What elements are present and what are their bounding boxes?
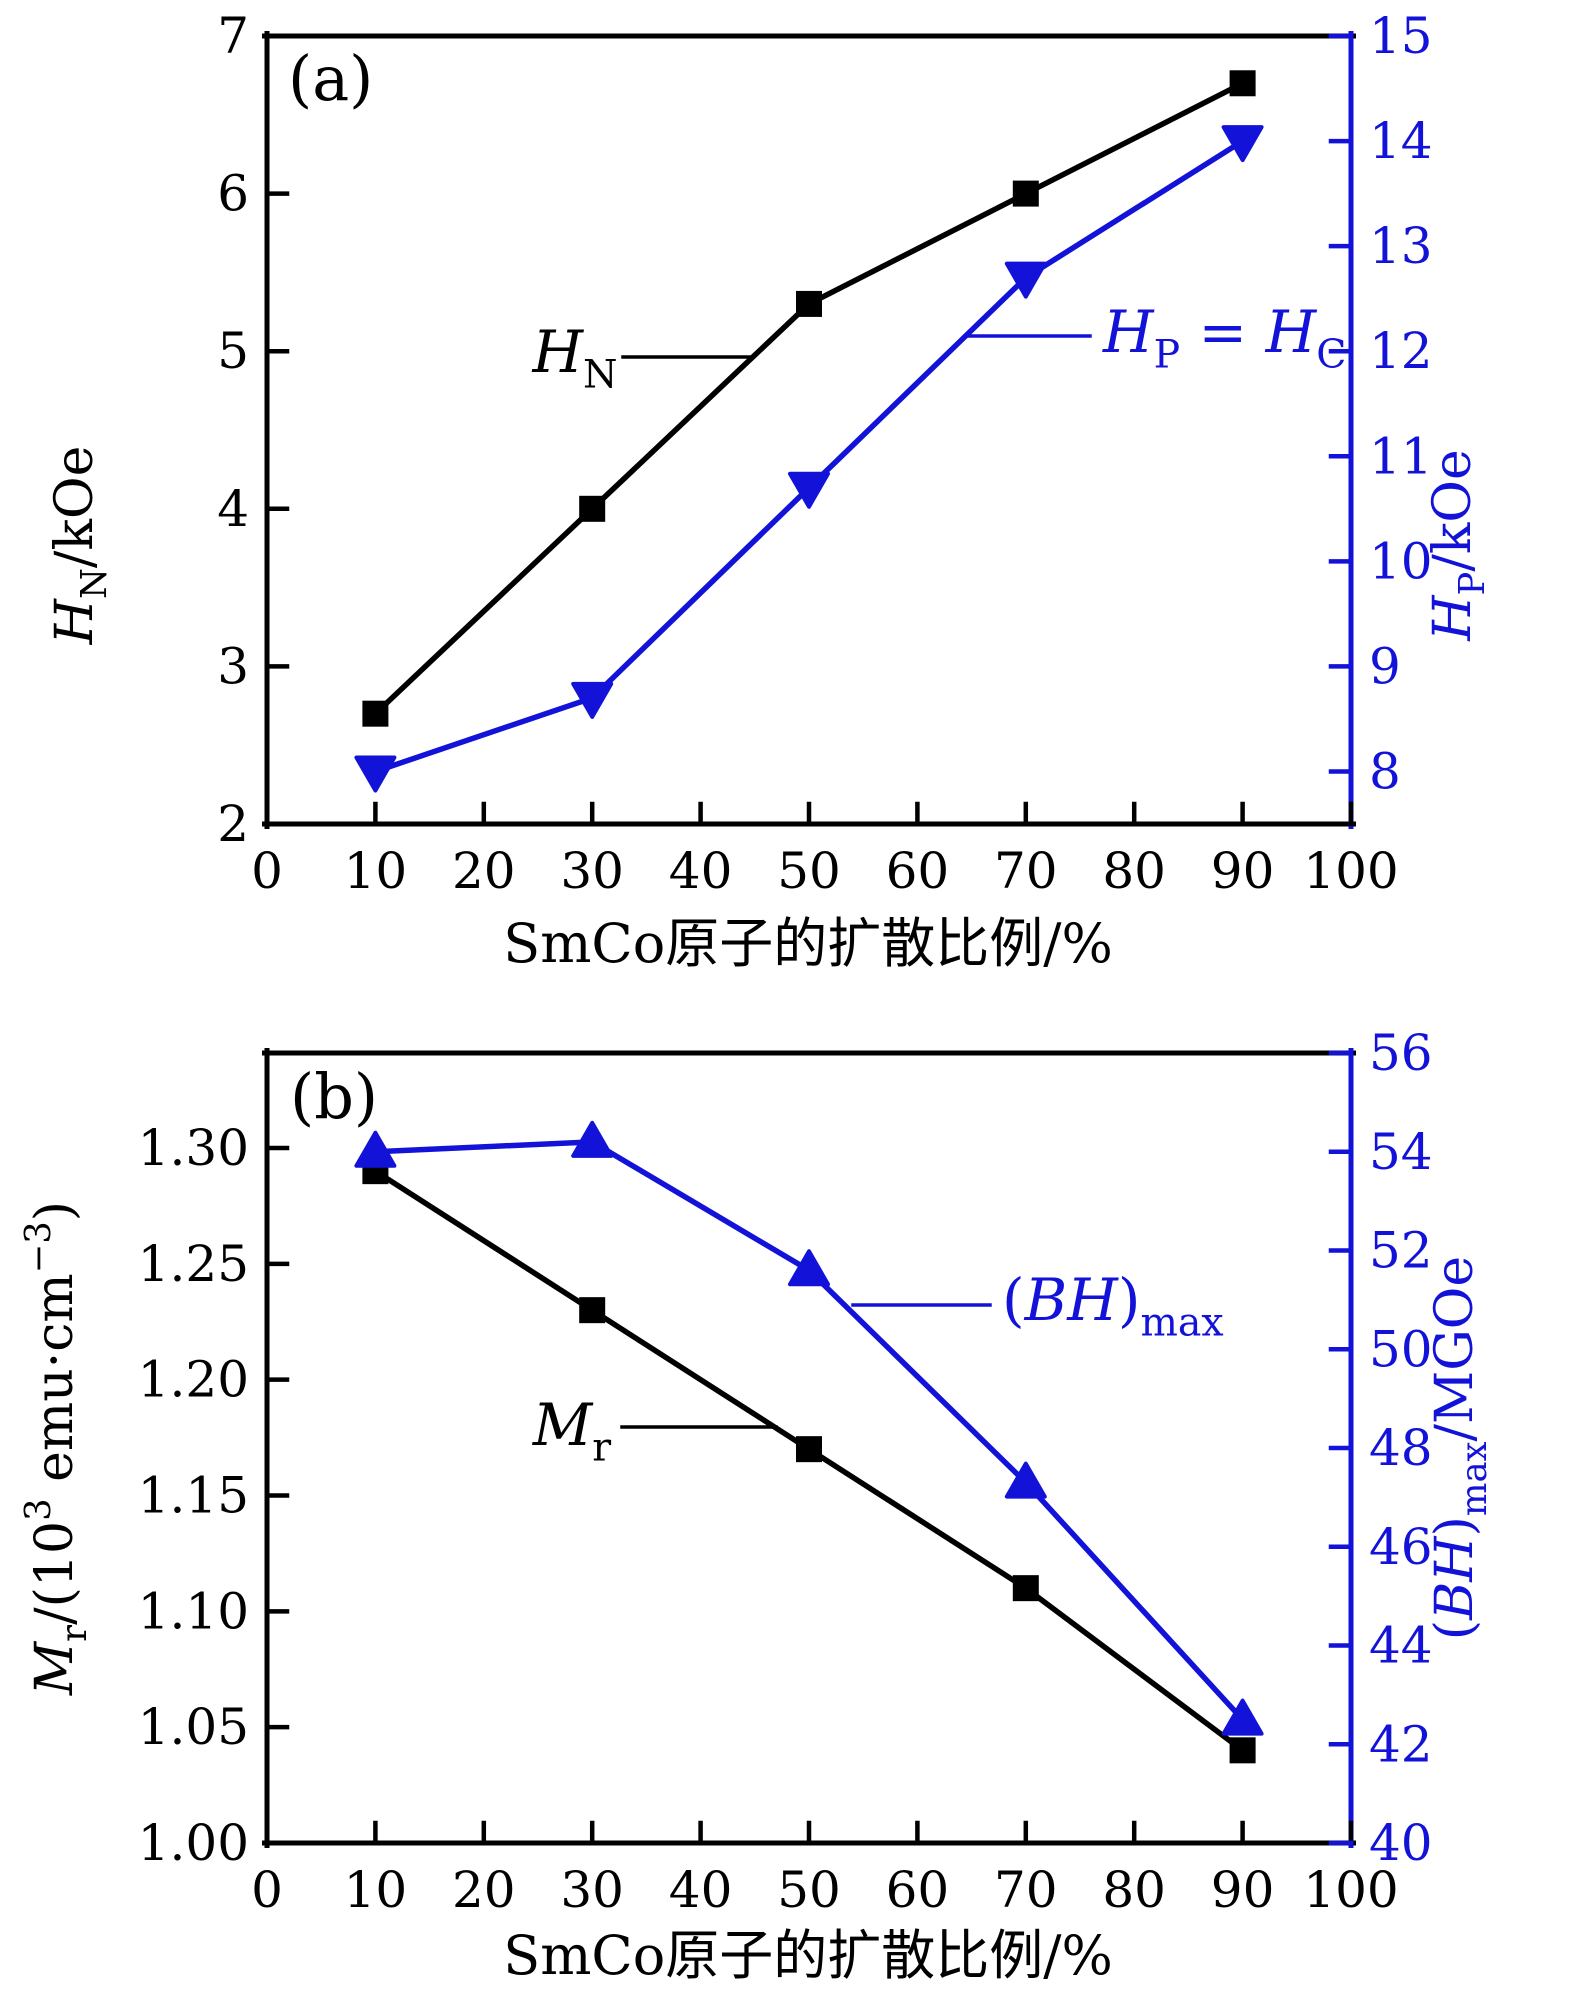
- x-axis-tick-label: 40: [669, 842, 733, 900]
- right-axis-title: (BH)max/MGOe: [1425, 1256, 1495, 1640]
- left-axis-tick-label: 1.20: [138, 1351, 249, 1409]
- series-line-bh: [375, 1139, 1245, 1722]
- panel-tag-a: (a): [288, 42, 373, 115]
- right-axis-tick-label: 54: [1369, 1123, 1433, 1181]
- x-axis-tick-label: 80: [1102, 1861, 1166, 1919]
- left-axis-tick-label: 1.15: [138, 1466, 249, 1524]
- right-axis-title: HP/kOe: [1423, 449, 1493, 642]
- x-axis-tick-label: 50: [777, 842, 841, 900]
- x-axis-tick-label: 20: [452, 842, 516, 900]
- x-axis-tick-label: 30: [560, 842, 624, 900]
- left-axis-title: Mr/(103 emu·cm−3): [18, 1201, 95, 1696]
- series-marker-hp: [354, 755, 397, 793]
- left-axis-tick-label: 1.00: [138, 1814, 249, 1872]
- series-marker-mr: [1012, 1575, 1039, 1602]
- x-axis-label-a: SmCo原子的扩散比例/%: [503, 912, 1113, 975]
- series-marker-bh: [354, 1130, 397, 1168]
- series-marker-mr: [1229, 1737, 1256, 1764]
- annotation-hp-label: HP = HC: [1102, 298, 1346, 378]
- right-axis-tick-label: 9: [1369, 637, 1401, 695]
- series-marker-hp: [788, 471, 830, 509]
- x-axis-tick-label: 10: [344, 1861, 408, 1919]
- left-axis-tick-label: 1.10: [138, 1582, 249, 1640]
- series-marker-hn: [1012, 180, 1039, 207]
- left-axis-tick-label: 6: [217, 165, 249, 223]
- right-axis-tick-label: 44: [1369, 1617, 1433, 1675]
- series-marker-mr: [579, 1297, 606, 1324]
- right-axis-tick-label: 10: [1369, 532, 1433, 590]
- x-axis-tick-label: 90: [1211, 1861, 1275, 1919]
- right-axis-tick-label: 13: [1369, 217, 1433, 275]
- annotation-mr-label: Mr: [532, 1391, 611, 1471]
- left-axis-tick-label: 4: [217, 480, 249, 538]
- left-axis-tick-label: 1.05: [138, 1698, 249, 1756]
- series-marker-bh: [1004, 1461, 1047, 1499]
- panel-b: 0 10 20 30 40 50 60 70 80 90 100 1.00 1.05 1.10 1.15 1.…: [18, 1024, 1495, 1919]
- left-axis-tick-label: 7: [217, 7, 249, 65]
- right-axis-tick-label: 48: [1369, 1419, 1433, 1477]
- series-marker-hp: [1004, 261, 1047, 299]
- series-marker-hn: [362, 700, 389, 727]
- left-axis-title: HN/kOe: [45, 446, 115, 646]
- series-marker-bh: [788, 1249, 830, 1287]
- x-axis-tick-label: 80: [1102, 842, 1166, 900]
- series-line-hn: [373, 80, 1244, 716]
- panel-a: 0 10 20 30 40 50 60 70 80 90 100 2 3 4 5 6 7 8 9 10 11 12 13 14…: [45, 7, 1493, 900]
- right-axis-tick-label: 56: [1369, 1024, 1433, 1082]
- series-marker-bh: [1221, 1698, 1264, 1736]
- panel-tag-b: (b): [290, 1060, 378, 1133]
- series-marker-hn: [579, 495, 606, 522]
- series-marker-hn: [1229, 70, 1256, 97]
- right-axis-tick-label: 14: [1369, 112, 1433, 170]
- x-axis-tick-label: 10: [344, 842, 408, 900]
- right-axis-tick-label: 52: [1369, 1222, 1433, 1280]
- left-axis-tick-label: 2: [217, 795, 249, 853]
- right-axis-tick-label: 42: [1369, 1715, 1433, 1773]
- x-axis-tick-label: 60: [886, 842, 950, 900]
- annotation-bh-label: (BH)max: [1002, 1266, 1224, 1346]
- annotation-hn-label: HN: [531, 318, 617, 398]
- right-axis-tick-label: 50: [1369, 1320, 1433, 1378]
- series-marker-bh: [571, 1120, 614, 1158]
- x-axis-tick-label: 70: [994, 842, 1058, 900]
- series-marker-hp: [571, 681, 614, 719]
- x-axis-label-b: SmCo原子的扩散比例/%: [503, 1924, 1113, 1987]
- x-axis-tick-label: 30: [560, 1861, 624, 1919]
- right-axis-tick-label: 11: [1369, 427, 1433, 485]
- x-axis-tick-label: 100: [1303, 842, 1398, 900]
- left-axis-tick-label: 1.30: [138, 1119, 249, 1177]
- right-axis-tick-label: 15: [1369, 7, 1433, 65]
- series-marker-hn: [796, 290, 822, 317]
- x-axis-tick-label: 20: [452, 1861, 516, 1919]
- left-axis-tick-label: 1.25: [138, 1235, 249, 1293]
- x-axis-tick-label: 0: [251, 842, 283, 900]
- series-marker-hp: [1221, 125, 1264, 163]
- x-axis-tick-label: 40: [669, 1861, 733, 1919]
- x-axis-tick-label: 0: [251, 1861, 283, 1919]
- left-axis-tick-label: 5: [217, 322, 249, 380]
- x-axis-tick-label: 100: [1303, 1861, 1398, 1919]
- right-axis-tick-label: 40: [1369, 1814, 1433, 1872]
- left-axis-tick-label: 3: [217, 637, 249, 695]
- series-marker-mr: [796, 1436, 822, 1463]
- right-axis-tick-label: 46: [1369, 1518, 1433, 1576]
- series-line-hp: [374, 138, 1245, 775]
- right-axis-tick-label: 12: [1369, 322, 1433, 380]
- x-axis-tick-label: 70: [994, 1861, 1058, 1919]
- x-axis-tick-label: 60: [886, 1861, 950, 1919]
- right-axis-tick-label: 8: [1369, 742, 1401, 800]
- x-axis-tick-label: 50: [777, 1861, 841, 1919]
- x-axis-tick-label: 90: [1211, 842, 1275, 900]
